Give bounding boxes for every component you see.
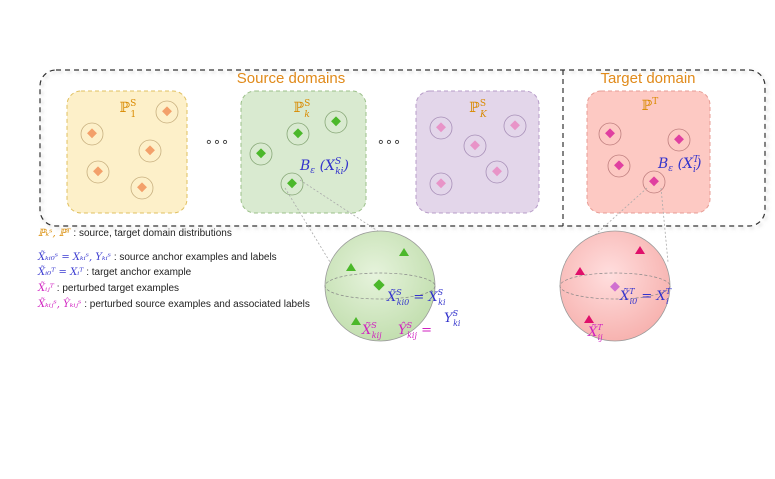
source-box-1: ℙS 1	[66, 90, 188, 214]
target-anchor-label: X̃T i0 = XT i	[619, 287, 672, 306]
source-perturbed-y-label: ŶS kij =	[398, 321, 432, 340]
target-perturbed-label: X̃T ij	[587, 323, 603, 342]
source-anchor-label: X̃S ki0 = XS ki	[386, 288, 446, 307]
legend-row-source-anchor: X̃ₖᵢ₀ˢ = Xₖᵢˢ, Yₖᵢˢ : source anchor exam…	[38, 252, 358, 270]
source-domains-title: Source domains	[237, 70, 345, 87]
legend-row-distributions: ℙₖˢ, ℙᵀ : source, target domain distribu…	[38, 228, 358, 246]
legend: ℙₖˢ, ℙᵀ : source, target domain distribu…	[38, 228, 358, 317]
legend-symbol: ℙₖˢ, ℙᵀ	[38, 228, 71, 239]
legend-symbol: X̃ᵢ₀ᵀ = Xᵢᵀ	[38, 267, 84, 278]
legend-text: : perturbed source examples and associat…	[84, 299, 310, 310]
legend-text: : perturbed target examples	[56, 283, 180, 294]
source-box-K: ℙS K	[415, 90, 540, 214]
legend-row-target-anchor: X̃ᵢ₀ᵀ = Xᵢᵀ : target anchor example	[38, 267, 358, 285]
target-box: ℙT Bε (XT i)	[586, 90, 711, 214]
outer-frame	[39, 69, 766, 227]
ball-label-target: Bε (XT i)	[657, 155, 701, 175]
source-box-k: ℙS k Bε (XS ki)	[240, 90, 367, 214]
legend-row-perturbed-target: X̃ᵢⱼᵀ : perturbed target examples	[38, 283, 358, 301]
sample-points	[80, 100, 179, 200]
target-domain-title: Target domain	[600, 70, 695, 87]
ellipsis-1: ∘∘∘	[205, 135, 229, 150]
source-box-K-label: ℙS K	[469, 99, 488, 120]
source-box-k-label: ℙS k	[294, 99, 311, 120]
legend-row-perturbed-source: X̃ₖᵢⱼˢ, Ŷₖᵢⱼˢ : perturbed source example…	[38, 299, 358, 317]
legend-symbol: X̃ₖᵢ₀ˢ = Xₖᵢˢ, Yₖᵢˢ	[38, 252, 112, 263]
target-zoom-sphere: X̃T i0 = XT i X̃T ij	[559, 230, 672, 342]
legend-text: : target anchor example	[86, 267, 192, 278]
ellipsis-2: ∘∘∘	[377, 135, 401, 150]
source-box-1-label: ℙS 1	[120, 99, 137, 120]
legend-text: : source, target domain distributions	[73, 228, 232, 239]
source-anchor-y-label: YS ki	[444, 309, 461, 328]
source-zoom-sphere: X̃S ki0 = XS ki YS ki X̃S kij ŶS kij =	[324, 230, 461, 342]
legend-symbol: X̃ᵢⱼᵀ	[38, 283, 54, 294]
legend-symbol: X̃ₖᵢⱼˢ, Ŷₖᵢⱼˢ	[38, 299, 82, 310]
legend-text: : source anchor examples and labels	[113, 252, 277, 263]
ball-label-source: Bε (XS ki)	[299, 157, 349, 177]
